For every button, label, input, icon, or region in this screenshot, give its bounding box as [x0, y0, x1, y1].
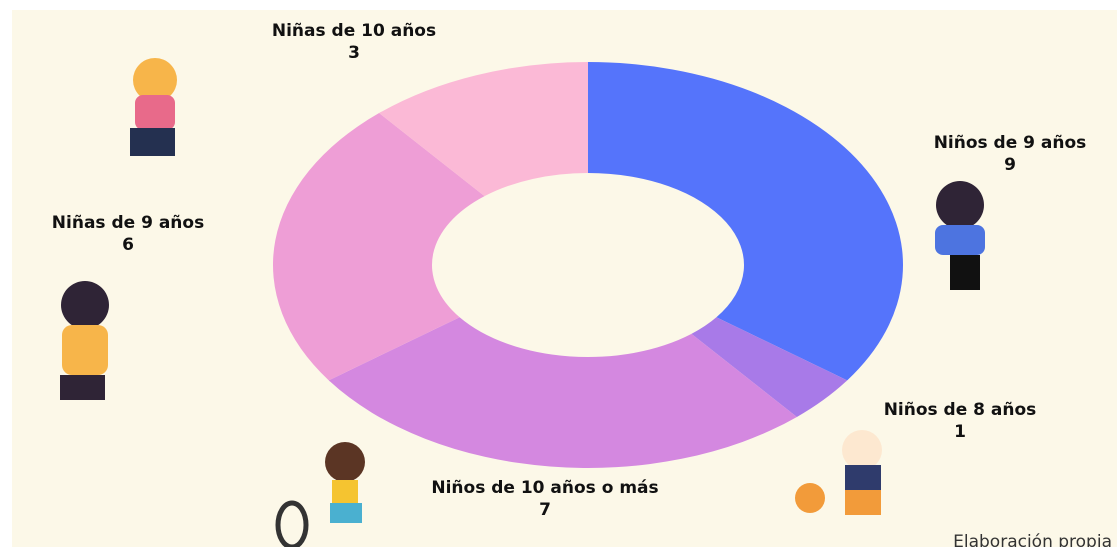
- value-label: 7: [539, 500, 551, 520]
- value-label: 6: [122, 235, 134, 255]
- segment-label: Niñas de 10 años: [272, 21, 436, 41]
- value-label: 9: [1004, 155, 1016, 175]
- value-label: 3: [348, 43, 360, 63]
- segment-label: Niños de 8 años: [884, 400, 1037, 420]
- note: Elaboración propia: [953, 532, 1112, 547]
- donut-segment: [379, 62, 588, 197]
- donut-segment: [588, 62, 903, 381]
- segment-label: Niños de 10 años o más: [431, 478, 658, 498]
- donut-segment: [328, 317, 797, 468]
- segment-label: Niñas de 9 años: [52, 213, 204, 233]
- segment-label: Niños de 9 años: [934, 133, 1087, 153]
- illustrations: [60, 58, 985, 547]
- donut-segment: [272, 113, 485, 381]
- donut-segment: [691, 317, 848, 417]
- value-label: 1: [954, 422, 966, 442]
